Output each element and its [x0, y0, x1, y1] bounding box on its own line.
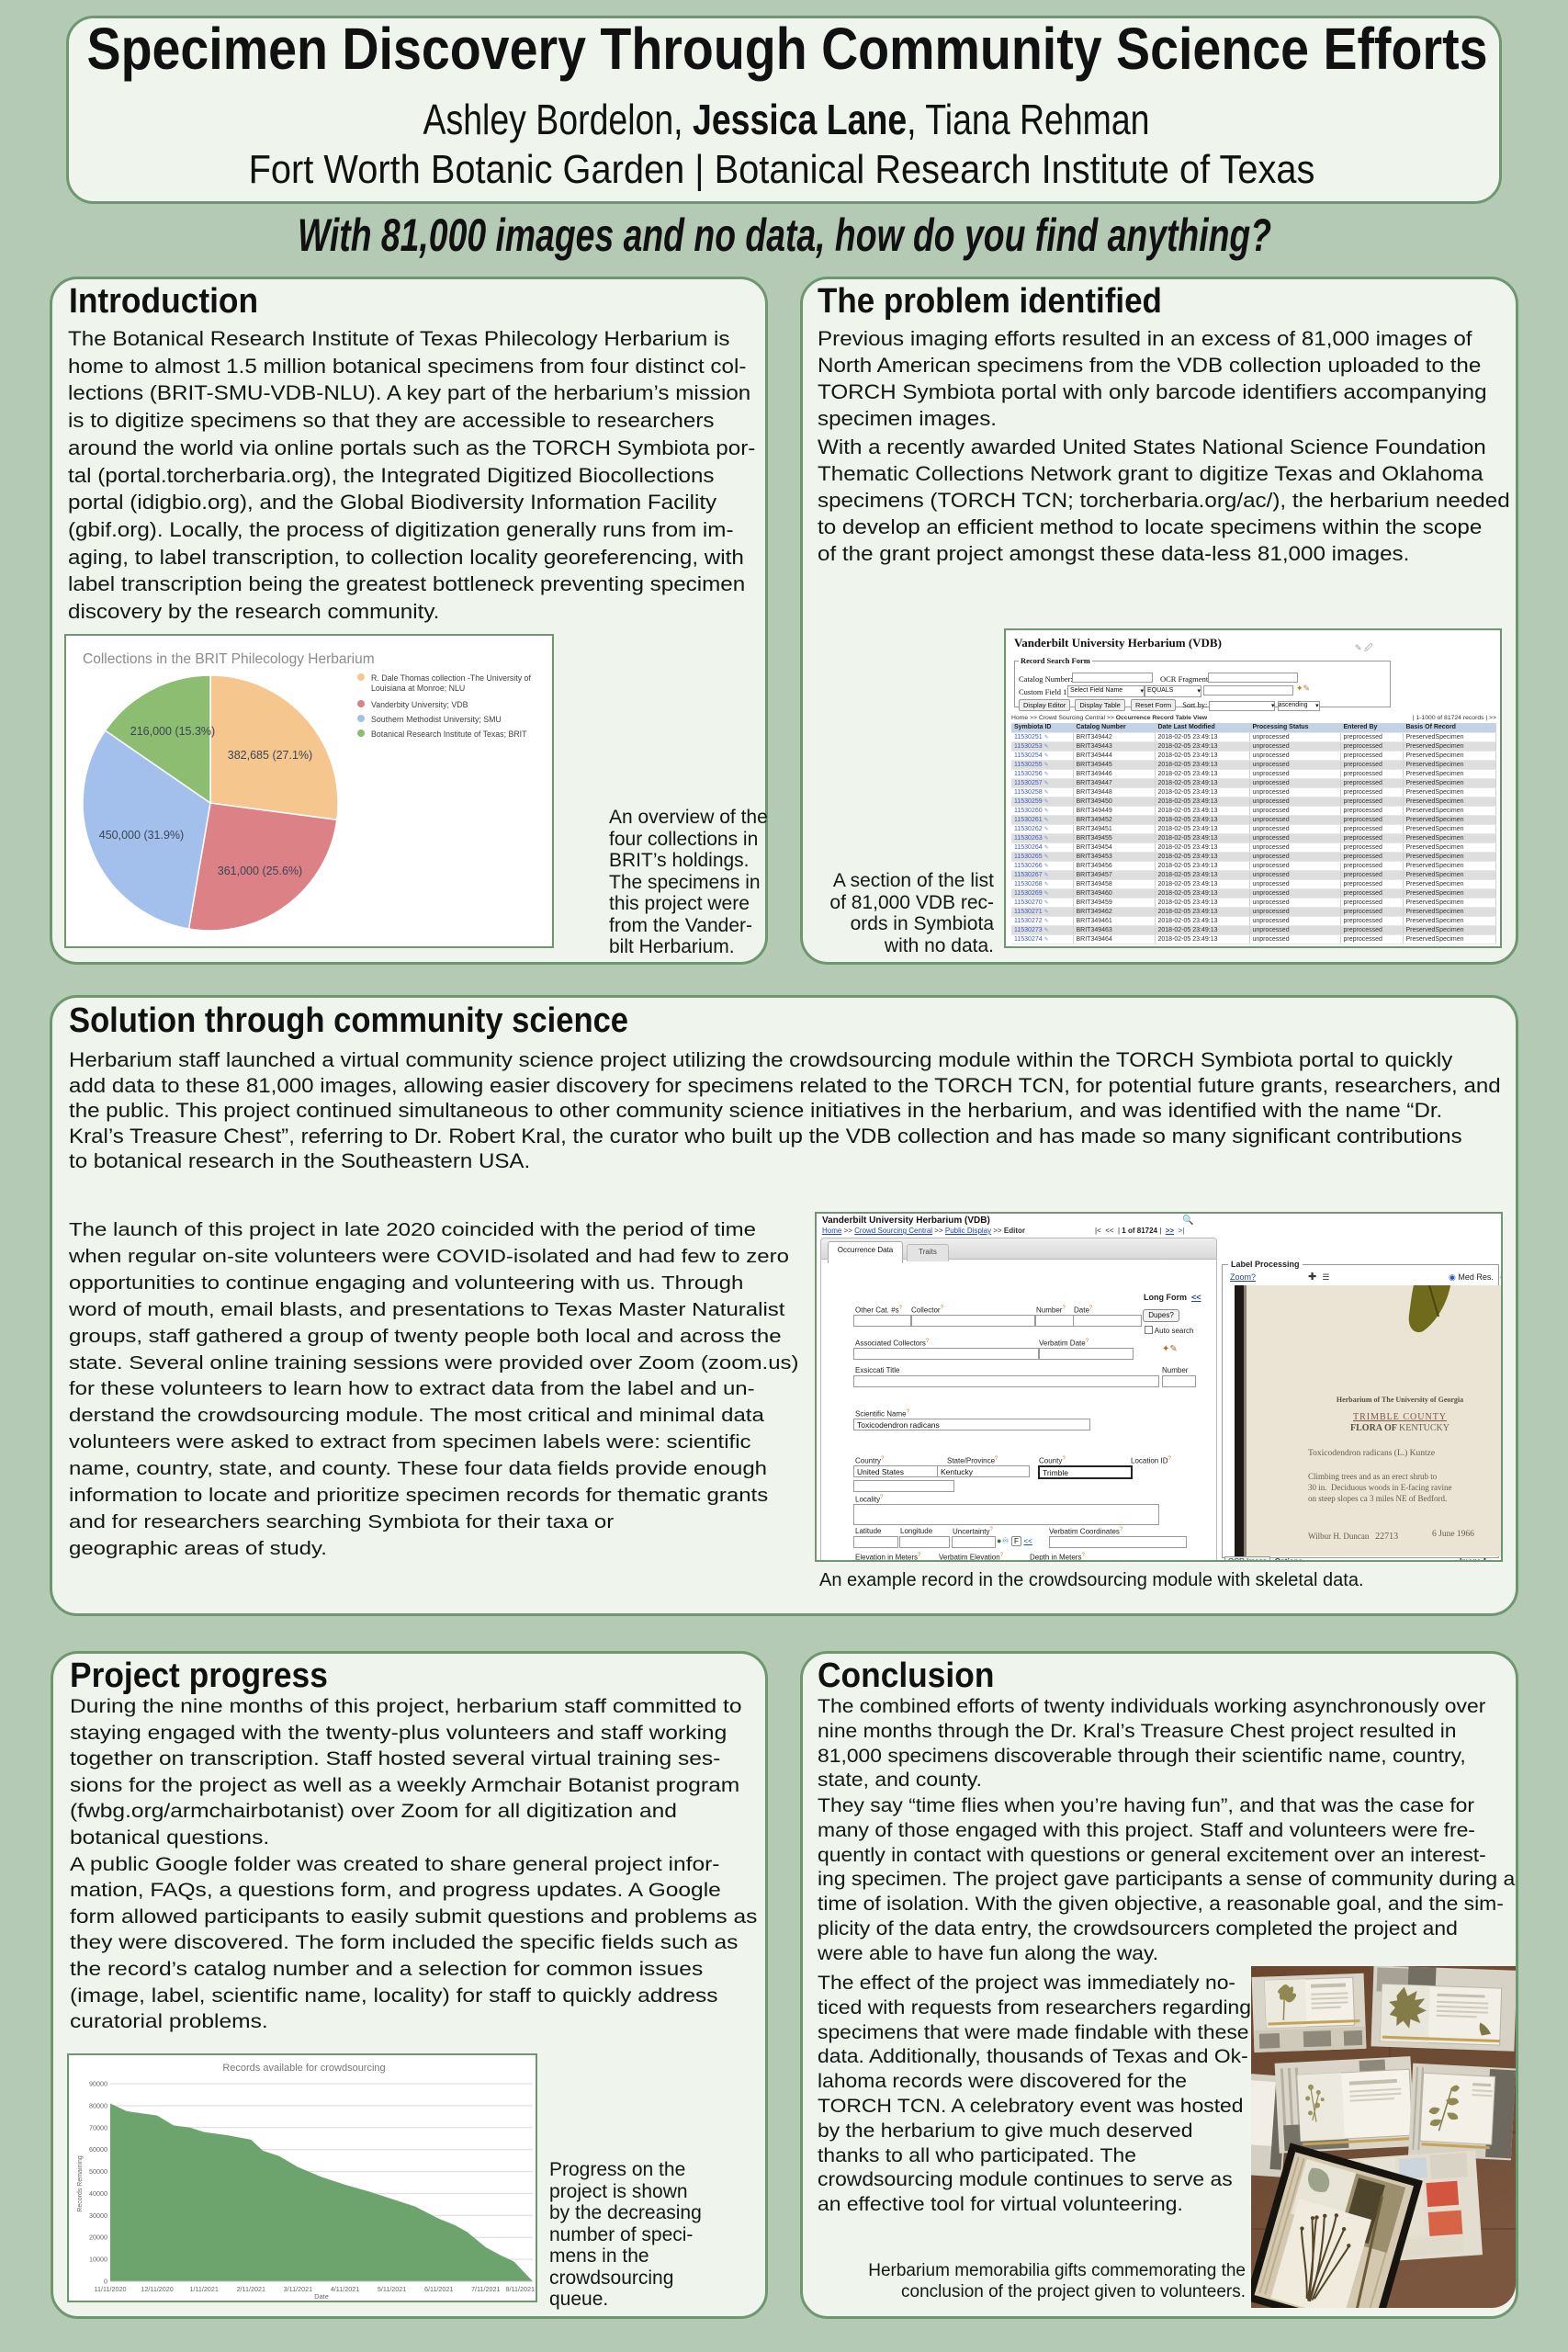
svg-text:11/11/2020: 11/11/2020 — [95, 2285, 127, 2293]
svg-text:Records Remaining: Records Remaining — [77, 2155, 84, 2212]
svg-text:80000: 80000 — [89, 2101, 107, 2109]
svg-text:0: 0 — [104, 2278, 107, 2286]
svg-text:Records available for crowdsou: Records available for crowdsourcing — [222, 2063, 385, 2074]
svg-text:1/11/2021: 1/11/2021 — [189, 2285, 218, 2293]
svg-text:10000: 10000 — [89, 2256, 107, 2264]
svg-text:5/11/2021: 5/11/2021 — [378, 2285, 406, 2293]
svg-text:361,000 (25.6%): 361,000 (25.6%) — [218, 865, 302, 877]
svg-text:20000: 20000 — [89, 2233, 107, 2242]
svg-text:450,000 (31.9%): 450,000 (31.9%) — [99, 829, 184, 842]
svg-text:60000: 60000 — [89, 2145, 107, 2154]
svg-text:30000: 30000 — [89, 2211, 107, 2220]
svg-text:70000: 70000 — [89, 2123, 107, 2132]
svg-text:12/11/2020: 12/11/2020 — [141, 2285, 173, 2293]
svg-text:Louisiana at Monroe; NLU: Louisiana at Monroe; NLU — [371, 684, 465, 693]
svg-text:R. Dale Thomas collection -The: R. Dale Thomas collection -The Universit… — [371, 673, 531, 683]
svg-text:40000: 40000 — [89, 2189, 107, 2198]
svg-text:8/11/2021: 8/11/2021 — [506, 2285, 535, 2293]
svg-text:382,685 (27.1%): 382,685 (27.1%) — [228, 749, 312, 762]
svg-text:Date: Date — [314, 2292, 329, 2301]
svg-text:2/11/2021: 2/11/2021 — [237, 2285, 265, 2293]
svg-text:Collections in the BRIT Philec: Collections in the BRIT Philecology Herb… — [83, 651, 375, 667]
svg-text:Vanderbity University; VDB: Vanderbity University; VDB — [371, 700, 468, 709]
svg-text:4/11/2021: 4/11/2021 — [331, 2285, 359, 2293]
svg-text:6/11/2021: 6/11/2021 — [424, 2285, 453, 2293]
svg-text:7/11/2021: 7/11/2021 — [471, 2285, 500, 2293]
svg-text:3/11/2021: 3/11/2021 — [284, 2285, 312, 2293]
svg-text:216,000 (15.3%): 216,000 (15.3%) — [130, 725, 215, 738]
svg-text:Southern Methodist University;: Southern Methodist University; SMU — [371, 715, 502, 724]
svg-text:50000: 50000 — [89, 2167, 107, 2176]
svg-text:Botanical Research Institute o: Botanical Research Institute of Texas; B… — [371, 729, 527, 739]
svg-text:90000: 90000 — [89, 2080, 107, 2088]
